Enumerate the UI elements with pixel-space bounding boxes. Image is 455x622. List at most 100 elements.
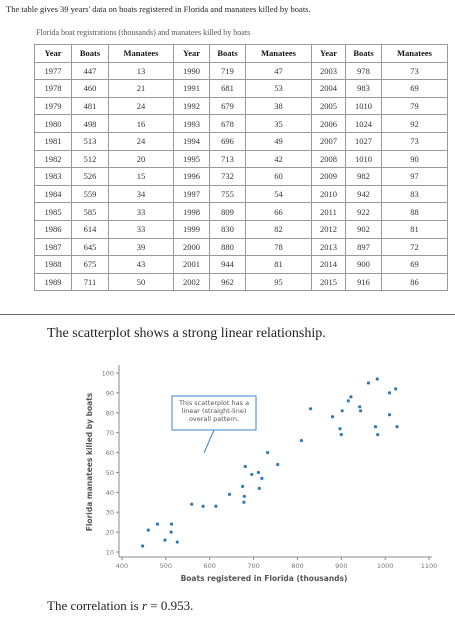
table-cell: 24 — [108, 131, 174, 151]
table-cell: 16 — [108, 114, 174, 133]
x-axis-label: Boats registered in Florida (thousands) — [181, 574, 348, 583]
point — [375, 377, 379, 381]
table-cell: 13 — [108, 61, 174, 81]
table-cell: 2000 — [173, 237, 210, 257]
point — [366, 381, 371, 385]
point — [169, 530, 173, 534]
table-cell: 922 — [345, 202, 382, 221]
table-cell: 962 — [209, 272, 246, 292]
table-cell: 1010 — [345, 149, 382, 169]
table-cell: 681 — [209, 79, 246, 98]
table-row: 1983 526 15 1996 732 60 2009 982 97 — [34, 167, 448, 186]
table-cell: 944 — [209, 255, 246, 274]
table-cell: 1997 — [173, 184, 210, 204]
table-cell: 1980 — [34, 114, 72, 133]
table-cell: 2005 — [311, 96, 346, 116]
table-cell: 2004 — [311, 79, 346, 98]
y-tick-label: 60 — [106, 449, 114, 457]
point — [163, 538, 167, 542]
table-cell: 35 — [245, 114, 312, 133]
annotation-box — [171, 395, 257, 431]
table-cell: 585 — [71, 202, 109, 221]
table-cell: 81 — [245, 255, 312, 274]
table-cell: 90 — [381, 149, 448, 169]
table-row: 1987 645 39 2000 880 78 2013 897 72 — [34, 237, 448, 257]
annotation-line: overall pattern. — [189, 415, 239, 423]
table-cell: 696 — [209, 131, 246, 151]
table-cell: 79 — [381, 96, 448, 116]
header-cell: Manatees — [108, 44, 174, 63]
table-row: 1981 513 24 1994 696 49 2007 1027 73 — [34, 131, 448, 151]
table-cell: 88 — [381, 202, 448, 221]
table-cell: 1995 — [173, 149, 210, 169]
table-cell: 54 — [245, 184, 312, 204]
y-axis-label: Florida manatees killed by boats — [85, 392, 94, 531]
table-cell: 1978 — [34, 79, 72, 98]
table-row: 1980 498 16 1993 678 35 2006 1024 92 — [34, 114, 448, 133]
table-row: 1977 447 13 1990 719 47 2003 978 73 — [34, 61, 448, 81]
table-cell: 82 — [245, 219, 312, 239]
x-tick-label: 700 — [247, 562, 259, 570]
table-cell: 942 — [345, 184, 382, 204]
point — [358, 409, 363, 413]
table-cell: 81 — [381, 219, 448, 239]
point — [349, 395, 353, 399]
point — [394, 387, 398, 391]
table-cell: 713 — [209, 149, 246, 169]
y-tick-label: 10 — [106, 549, 114, 557]
table-cell: 1982 — [34, 149, 72, 169]
table-cell: 983 — [345, 79, 382, 98]
header-cell: Manatees — [245, 44, 312, 63]
table-cell: 43 — [108, 255, 174, 274]
table-cell: 2015 — [311, 272, 346, 292]
point — [358, 405, 362, 409]
table-cell: 978 — [345, 61, 382, 81]
table-cell: 2006 — [311, 114, 346, 133]
table-cell: 809 — [209, 202, 246, 221]
point — [242, 494, 246, 498]
table-cell: 78 — [245, 237, 312, 257]
x-tick-label: 400 — [116, 562, 128, 570]
y-tick-label: 50 — [106, 469, 114, 477]
annotation-line: This scatterplot has a — [178, 399, 249, 407]
table-row: 1979 481 24 1992 679 38 2005 1010 79 — [34, 96, 448, 116]
x-tick-label: 800 — [291, 562, 303, 570]
table-cell: 33 — [108, 202, 174, 221]
correlation-value: = 0.953. — [150, 598, 194, 613]
table-cell: 1984 — [34, 184, 72, 204]
point — [387, 413, 392, 417]
table-cell: 2003 — [311, 61, 346, 81]
table-cell: 1010 — [345, 96, 382, 116]
x-tick-label: 1000 — [377, 562, 394, 570]
point — [376, 433, 380, 437]
x-tick-label: 1100 — [421, 562, 438, 570]
point — [346, 399, 350, 403]
table-cell: 678 — [209, 114, 246, 133]
y-tick-label: 30 — [106, 509, 114, 517]
intro: The table gives 39 years' data on boats … — [6, 4, 311, 14]
table-cell: 916 — [345, 272, 382, 292]
table-cell: 39 — [108, 237, 174, 257]
point — [227, 492, 232, 496]
y-tick-label: 80 — [106, 409, 114, 417]
point — [242, 500, 246, 504]
header-cell: Boats — [71, 44, 109, 63]
x-tick-label: 600 — [204, 562, 216, 570]
table-cell: 1027 — [345, 131, 382, 151]
table-cell: 645 — [71, 237, 109, 257]
table-cell: 72 — [381, 237, 448, 257]
table-cell: 2007 — [311, 131, 346, 151]
table-cell: 447 — [71, 61, 109, 81]
point — [243, 464, 247, 469]
table-row: 1984 559 34 1997 755 54 2010 942 83 — [34, 184, 448, 204]
header-cell: Year — [173, 44, 210, 63]
table-cell: 719 — [209, 61, 246, 81]
table-row: 1982 512 20 1995 713 42 2008 1010 90 — [34, 149, 448, 169]
point — [339, 433, 343, 437]
table-cell: 1986 — [34, 219, 72, 239]
table-cell: 1992 — [173, 96, 210, 116]
table-cell: 1996 — [173, 167, 210, 186]
header-cell: Year — [34, 44, 72, 63]
header-cell: Manatees — [381, 44, 448, 63]
